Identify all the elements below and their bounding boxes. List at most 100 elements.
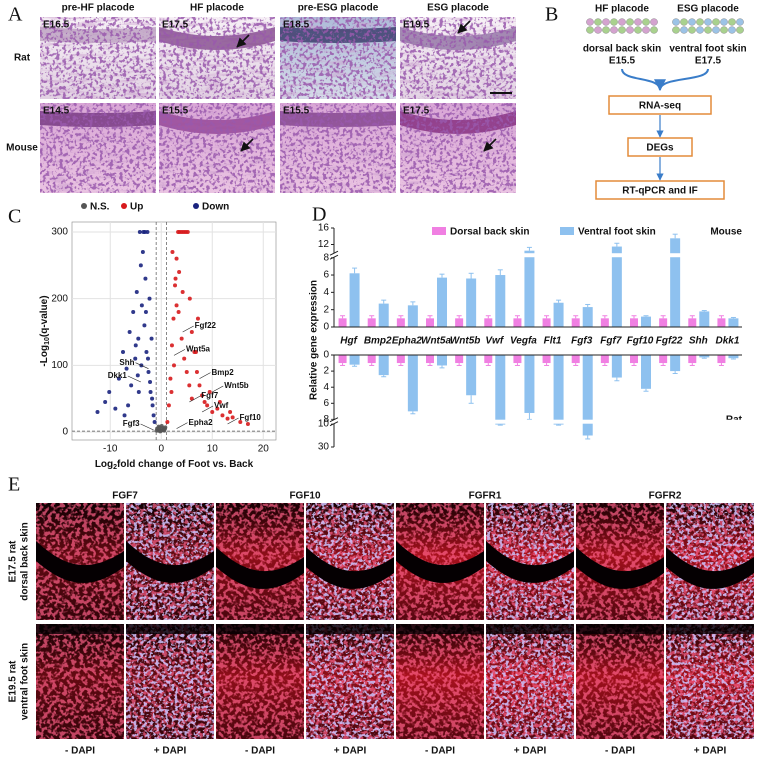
- data-point: [189, 330, 194, 334]
- data-point: [177, 270, 182, 274]
- bar: [513, 318, 522, 327]
- step-box: [595, 180, 725, 200]
- cell-icon: [704, 26, 712, 34]
- tissue-gap: [36, 541, 124, 583]
- bar: [542, 318, 551, 327]
- step-label: RNA-seq: [639, 101, 681, 112]
- y-tick-label: 4: [323, 287, 329, 298]
- legend-label: N.S.: [90, 202, 110, 213]
- arrow: [240, 138, 254, 152]
- data-point: [207, 390, 212, 394]
- data-point: [185, 230, 190, 234]
- cell-icon: [736, 18, 744, 26]
- row-tissue: ventral foot skin: [20, 643, 31, 720]
- data-point: [158, 429, 163, 434]
- bar: [349, 355, 360, 365]
- nuclei: [280, 17, 396, 99]
- nuclei: [280, 103, 396, 193]
- cell-icon: [728, 26, 736, 34]
- data-point: [121, 350, 125, 354]
- channel-label: - DAPI: [65, 746, 95, 757]
- data-point: [151, 413, 156, 418]
- bar: [367, 318, 376, 327]
- gene-annotation: Bmp2: [212, 368, 235, 377]
- cell-icon: [618, 26, 626, 34]
- bar: [513, 355, 522, 364]
- column-header: pre-HF placode: [62, 3, 135, 14]
- cell-icon: [720, 18, 728, 26]
- panel-label: A: [8, 4, 23, 26]
- data-point: [150, 396, 155, 401]
- legend-marker: [121, 203, 127, 209]
- cell-icon: [594, 18, 602, 26]
- cell-icon: [696, 18, 704, 26]
- tissue-gap: [486, 541, 574, 583]
- bar: [349, 273, 360, 327]
- data-point: [172, 363, 176, 368]
- gene-annotation: Wnt5b: [224, 381, 249, 390]
- data-point: [168, 376, 173, 381]
- data-point: [133, 356, 138, 361]
- cell-icon: [642, 26, 650, 34]
- bar: [396, 355, 405, 364]
- axis-break-gap: [335, 419, 743, 424]
- x-label-part: fold change of Foot vs. Back: [117, 459, 254, 470]
- leader-line: [212, 385, 224, 393]
- data-point: [205, 403, 210, 408]
- cell-icon: [602, 26, 610, 34]
- stage-label: E17.5: [162, 20, 189, 31]
- gene-annotation: Dkk1: [108, 371, 128, 380]
- panel-label: D: [312, 204, 326, 226]
- bar: [611, 246, 622, 327]
- data-point: [107, 390, 112, 394]
- category-label: Fgf7: [600, 336, 622, 347]
- leader-line: [140, 423, 154, 431]
- data-point: [103, 400, 108, 404]
- cell-icon: [602, 18, 610, 26]
- data-point: [162, 428, 167, 433]
- legend-label: Down: [202, 202, 229, 213]
- cell-icon: [696, 26, 704, 34]
- nuclei: [159, 103, 275, 193]
- bar: [582, 355, 593, 436]
- bar: [338, 355, 347, 364]
- data-point: [124, 366, 129, 371]
- y-tick-label: 30: [318, 442, 330, 453]
- row-tissue: dorsal back skin: [20, 522, 31, 600]
- y-tick-label: 200: [51, 293, 68, 304]
- step-box: [627, 137, 693, 157]
- leader-line: [189, 395, 201, 403]
- dark-top: [36, 624, 124, 634]
- bar: [407, 355, 418, 412]
- category-label: Wnt5a: [421, 336, 451, 347]
- bar: [670, 238, 681, 327]
- gene-annotation: Vwf: [214, 401, 229, 410]
- data-point: [166, 403, 171, 408]
- panel-name: Mouse: [710, 227, 742, 238]
- bar: [659, 355, 668, 364]
- category-label: Fgf10: [627, 336, 654, 347]
- bar: [378, 355, 389, 376]
- leader-line: [182, 325, 194, 333]
- bar: [367, 355, 376, 364]
- tissue-gap: [126, 541, 214, 583]
- gene-annotation: Fgf22: [195, 321, 217, 330]
- x-tick-label: 20: [258, 444, 270, 455]
- axis-break-mark: [329, 254, 339, 260]
- y-tick-label: 10: [318, 419, 330, 430]
- category-label: Epha2: [392, 336, 422, 347]
- leader-line: [176, 422, 188, 429]
- arrow: [236, 34, 250, 48]
- data-point: [173, 283, 178, 288]
- data-point: [176, 310, 181, 314]
- bar: [600, 355, 609, 364]
- cell-icon: [672, 18, 680, 26]
- cell-icon: [618, 18, 626, 26]
- data-point: [135, 373, 140, 378]
- bar: [630, 318, 638, 327]
- column-header: HF placode: [190, 3, 244, 14]
- cell-icon: [688, 18, 696, 26]
- axis-break-gap: [335, 253, 743, 258]
- merge-arrow: [621, 68, 661, 91]
- category-label: Hgf: [340, 336, 358, 347]
